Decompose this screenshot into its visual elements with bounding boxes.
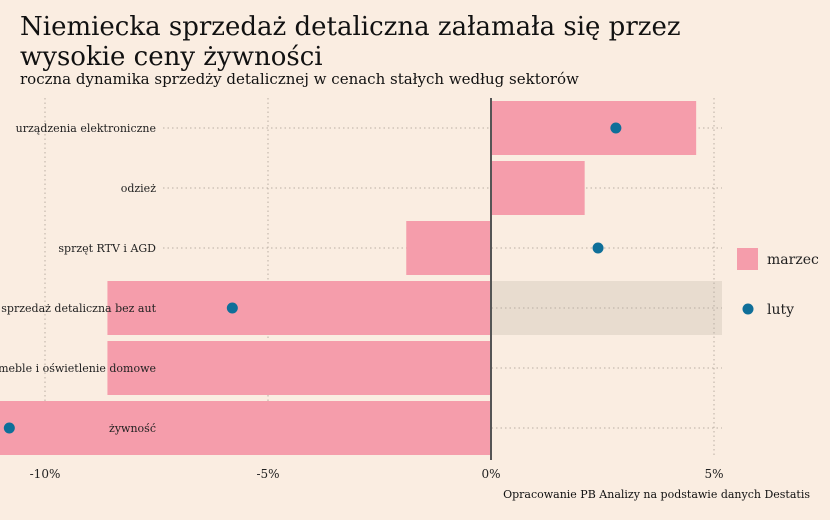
bar-marzec — [491, 101, 697, 155]
bar-marzec — [491, 161, 585, 215]
bar-marzec — [107, 281, 491, 335]
category-label: sprzęt RTV i AGD — [58, 242, 156, 255]
x-tick-label: 0% — [481, 467, 500, 481]
chart-title: Niemiecka sprzedaż detaliczna załamała s… — [20, 12, 681, 72]
category-label: meble i oświetlenie domowe — [0, 362, 156, 375]
category-label: żywność — [109, 422, 156, 435]
dot-luty — [3, 422, 15, 434]
category-label: urządzenia elektroniczne — [16, 122, 156, 135]
x-tick-label: -5% — [256, 467, 279, 481]
dot-luty — [226, 302, 238, 314]
legend-swatch-bar — [737, 248, 758, 270]
x-tick-label: -10% — [30, 467, 61, 481]
legend-swatch-dot — [742, 303, 754, 315]
legend-label-bar: marzec — [767, 252, 819, 268]
dot-luty — [610, 122, 622, 134]
chart-subtitle: roczna dynamika sprzedży detalicznej w c… — [20, 70, 579, 88]
bar-marzec — [0, 401, 491, 455]
dot-luty — [592, 242, 604, 254]
bar-marzec — [406, 221, 491, 275]
source-note: Opracowanie PB Analizy na podstawie dany… — [503, 488, 810, 501]
bar-marzec — [107, 341, 491, 395]
category-label: sprzedaż detaliczna bez aut — [1, 302, 156, 315]
category-label: odzież — [121, 182, 156, 195]
x-tick-label: 5% — [704, 467, 723, 481]
legend-label-dot: luty — [767, 302, 794, 318]
